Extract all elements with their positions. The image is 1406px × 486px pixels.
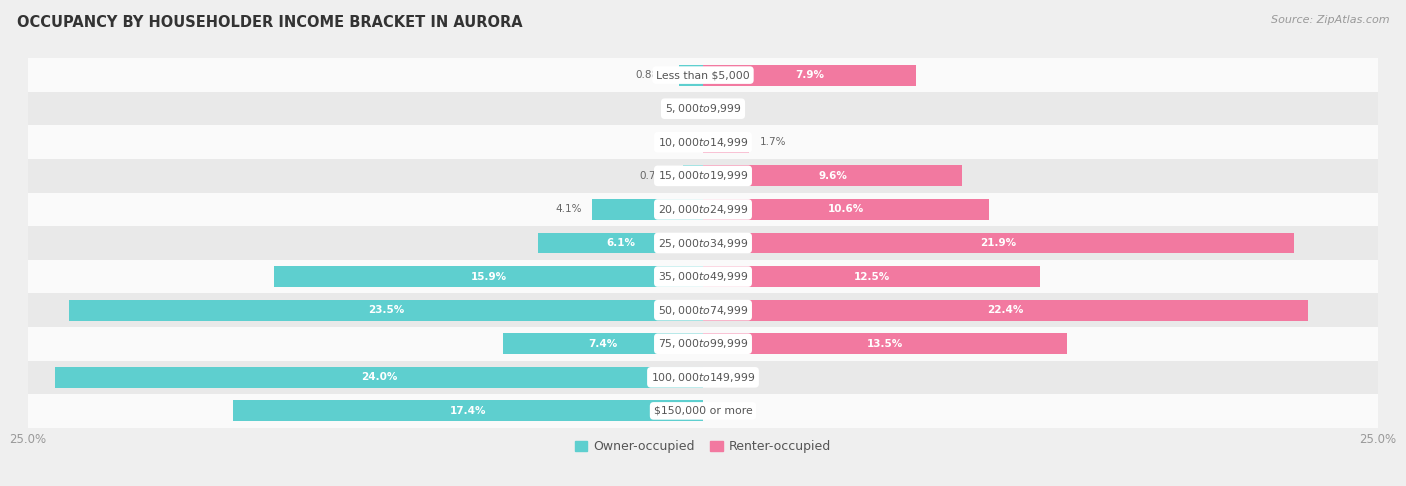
Bar	[703, 233, 1294, 253]
Bar	[28, 92, 1378, 125]
Text: 7.4%: 7.4%	[589, 339, 617, 349]
Bar	[69, 300, 703, 321]
Text: $25,000 to $34,999: $25,000 to $34,999	[658, 237, 748, 249]
Text: 0.0%: 0.0%	[714, 406, 740, 416]
Text: $50,000 to $74,999: $50,000 to $74,999	[658, 304, 748, 317]
Bar	[233, 400, 703, 421]
Bar	[28, 294, 1378, 327]
Bar	[538, 233, 703, 253]
Text: 22.4%: 22.4%	[987, 305, 1024, 315]
Bar	[703, 199, 990, 220]
Text: 7.9%: 7.9%	[796, 70, 824, 80]
Bar	[55, 367, 703, 388]
Bar	[28, 394, 1378, 428]
Text: 0.0%: 0.0%	[666, 137, 692, 147]
Bar	[683, 165, 703, 186]
Bar	[703, 165, 962, 186]
Text: $5,000 to $9,999: $5,000 to $9,999	[665, 102, 741, 115]
Text: 12.5%: 12.5%	[853, 272, 890, 281]
Bar	[703, 132, 749, 153]
Text: 0.0%: 0.0%	[714, 372, 740, 382]
Text: 0.0%: 0.0%	[714, 104, 740, 114]
Text: 9.6%: 9.6%	[818, 171, 846, 181]
Text: Less than $5,000: Less than $5,000	[657, 70, 749, 80]
Bar	[503, 333, 703, 354]
Bar	[703, 300, 1308, 321]
Text: $100,000 to $149,999: $100,000 to $149,999	[651, 371, 755, 384]
Text: 4.1%: 4.1%	[555, 205, 582, 214]
Text: 0.0%: 0.0%	[666, 104, 692, 114]
Text: 15.9%: 15.9%	[471, 272, 506, 281]
Bar	[592, 199, 703, 220]
Bar	[28, 226, 1378, 260]
Bar	[703, 266, 1040, 287]
Text: 6.1%: 6.1%	[606, 238, 636, 248]
Legend: Owner-occupied, Renter-occupied: Owner-occupied, Renter-occupied	[569, 435, 837, 458]
Text: 1.7%: 1.7%	[759, 137, 786, 147]
Text: 24.0%: 24.0%	[361, 372, 398, 382]
Text: $75,000 to $99,999: $75,000 to $99,999	[658, 337, 748, 350]
Text: $20,000 to $24,999: $20,000 to $24,999	[658, 203, 748, 216]
Text: 10.6%: 10.6%	[828, 205, 865, 214]
Bar	[28, 260, 1378, 294]
Bar	[679, 65, 703, 86]
Bar	[274, 266, 703, 287]
Bar	[28, 125, 1378, 159]
Text: 0.88%: 0.88%	[636, 70, 668, 80]
Text: OCCUPANCY BY HOUSEHOLDER INCOME BRACKET IN AURORA: OCCUPANCY BY HOUSEHOLDER INCOME BRACKET …	[17, 15, 523, 30]
Text: 13.5%: 13.5%	[868, 339, 903, 349]
Text: 21.9%: 21.9%	[980, 238, 1017, 248]
Text: $15,000 to $19,999: $15,000 to $19,999	[658, 169, 748, 182]
Bar	[28, 361, 1378, 394]
Text: 17.4%: 17.4%	[450, 406, 486, 416]
Bar	[28, 159, 1378, 192]
Bar	[28, 192, 1378, 226]
Text: $35,000 to $49,999: $35,000 to $49,999	[658, 270, 748, 283]
Bar	[28, 58, 1378, 92]
Bar	[28, 327, 1378, 361]
Text: $10,000 to $14,999: $10,000 to $14,999	[658, 136, 748, 149]
Bar	[703, 65, 917, 86]
Text: Source: ZipAtlas.com: Source: ZipAtlas.com	[1271, 15, 1389, 25]
Text: 0.74%: 0.74%	[640, 171, 672, 181]
Text: $150,000 or more: $150,000 or more	[654, 406, 752, 416]
Bar	[703, 333, 1067, 354]
Text: 23.5%: 23.5%	[368, 305, 404, 315]
